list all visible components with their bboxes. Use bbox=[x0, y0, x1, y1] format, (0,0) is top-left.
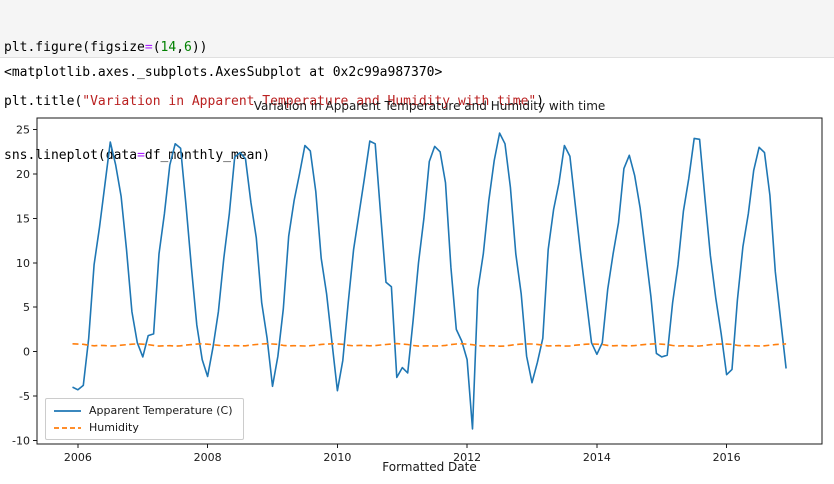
x-tick-label: 2014 bbox=[583, 451, 611, 464]
code-line-2: plt.title("Variation in Apparent Tempera… bbox=[4, 94, 545, 109]
y-tick-label: 25 bbox=[16, 124, 30, 137]
y-tick-label: 10 bbox=[16, 257, 30, 270]
y-tick-label: 5 bbox=[23, 301, 30, 314]
chart-svg: 2006 2008 2010 2012 2014 2016 -10 -5 0 5 10 15 20 25 bbox=[12, 117, 823, 464]
x-tick-label: 2016 bbox=[713, 451, 741, 464]
y-tick-label: 0 bbox=[23, 346, 30, 359]
temperature-line bbox=[72, 132, 787, 430]
y-tick-label: -5 bbox=[19, 390, 30, 403]
legend-swatch-solid-line bbox=[54, 409, 81, 412]
legend-entry-temperature: Apparent Temperature (C) bbox=[54, 404, 233, 417]
y-tick-label: 15 bbox=[16, 212, 30, 225]
y-tick-label: 20 bbox=[16, 168, 30, 181]
legend-swatch-dashed-line bbox=[54, 426, 81, 429]
chart-title: Variation in Apparent Temperature and Hu… bbox=[253, 99, 606, 113]
x-tick-label: 2012 bbox=[453, 451, 481, 464]
legend-label-humidity: Humidity bbox=[89, 421, 139, 434]
x-tick-label: 2010 bbox=[323, 451, 351, 464]
legend-entry-humidity: Humidity bbox=[54, 421, 233, 434]
matplotlib-figure: 2006 2008 2010 2012 2014 2016 -10 -5 0 5 10 15 20 25 … bbox=[0, 96, 834, 484]
y-tick-label: -10 bbox=[12, 434, 30, 447]
code-input-cell[interactable]: plt.figure(figsize=(14,6)) plt.title("Va… bbox=[0, 0, 834, 163]
plot-border bbox=[36, 117, 823, 445]
code-line-1: plt.figure(figsize=(14,6)) bbox=[4, 40, 208, 55]
x-axis-label: Formatted Date bbox=[382, 460, 477, 474]
humidity-line bbox=[72, 342, 787, 347]
x-tick-label: 2008 bbox=[194, 451, 222, 464]
cell-output-repr: <matplotlib.axes._subplots.AxesSubplot a… bbox=[4, 65, 443, 80]
legend-label-temperature: Apparent Temperature (C) bbox=[89, 404, 233, 417]
chart-legend: Apparent Temperature (C) Humidity bbox=[45, 398, 244, 440]
x-tick-label: 2006 bbox=[64, 451, 92, 464]
